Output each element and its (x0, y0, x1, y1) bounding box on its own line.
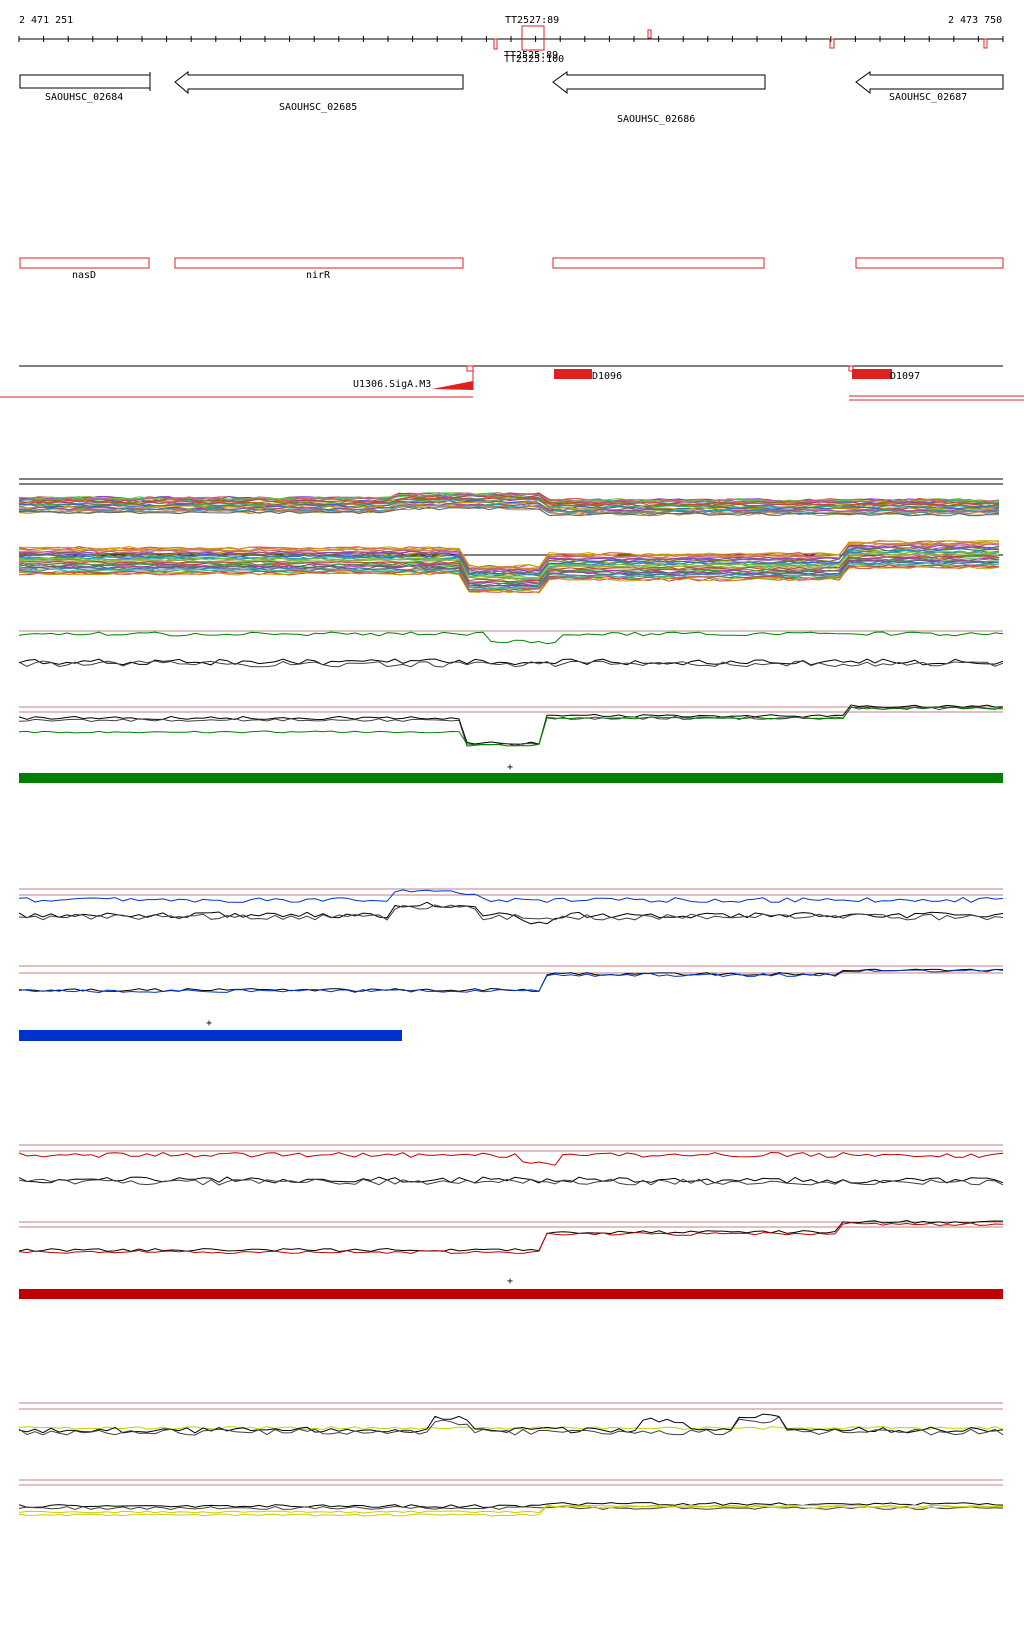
red-gene-track: nasD nirR (19, 257, 1004, 281)
ruler-overlap-label-b: TT2525:100 (504, 54, 564, 65)
profile-line (18, 1219, 1004, 1253)
profile-line (18, 1413, 1004, 1434)
red-segment-bar[interactable] (19, 1289, 1003, 1299)
bundle-line (18, 551, 1000, 579)
profile-line (18, 658, 1004, 666)
bundle-line (18, 557, 1000, 586)
gene-label: SAOUHSC_02687 (889, 92, 967, 103)
bundle-line (18, 565, 1000, 594)
bundle-line (18, 506, 1000, 517)
bundle-line (18, 496, 1000, 506)
profile-line (18, 904, 1004, 921)
bundle-line (18, 491, 1000, 503)
red-gene-box[interactable] (552, 257, 765, 269)
ruler-ticks (18, 36, 1004, 42)
ruler-marker-box (521, 25, 545, 51)
green-section: + (18, 630, 1004, 783)
bundle-line (18, 493, 1000, 504)
bundle-line (18, 565, 1000, 593)
profile-line (18, 1151, 1004, 1166)
feature-marker (466, 365, 474, 372)
profile-line (18, 704, 1004, 745)
blue-segment-marker: + (206, 1018, 212, 1029)
profile-line (18, 1222, 1004, 1255)
profile-line (18, 1178, 1004, 1186)
red-section: + (18, 1144, 1004, 1299)
blue-profiles (18, 889, 1004, 994)
bundle-line (18, 553, 1000, 581)
red-profiles (18, 1151, 1004, 1255)
gene-saouhsc-02686[interactable]: SAOUHSC_02686 (552, 71, 766, 125)
ruler-center-label: TT2527:89 (505, 15, 559, 26)
green-segment-marker: + (507, 762, 513, 773)
red-gene-nasd[interactable] (19, 257, 150, 269)
red-gene-nirr[interactable] (174, 257, 464, 269)
profile-line (18, 1505, 1004, 1511)
promoter-triangle[interactable] (432, 381, 473, 390)
gene-label: SAOUHSC_02684 (45, 92, 123, 103)
gene-saouhsc-02687[interactable]: SAOUHSC_02687 (855, 71, 1004, 103)
profile-line (18, 889, 1004, 903)
bundle-line (18, 560, 1000, 589)
gene-saouhsc-02684[interactable]: SAOUHSC_02684 (19, 72, 151, 103)
bundle-line (18, 501, 1000, 512)
blue-segment-bar[interactable] (19, 1030, 402, 1041)
red-segment-marker: + (507, 1276, 513, 1287)
feature-d1096[interactable] (554, 369, 592, 379)
red-gene-box[interactable] (855, 257, 1004, 269)
ruler-marker (829, 38, 835, 49)
red-gene-label: nasD (72, 270, 96, 281)
ruler-marker (983, 38, 988, 49)
profile-bundle (18, 478, 1003, 594)
gene-track: SAOUHSC_02684 SAOUHSC_02685 SAOUHSC_0268… (19, 70, 1004, 125)
bundle-line (18, 498, 999, 509)
bundle-line (19, 554, 1000, 583)
gene-label: SAOUHSC_02685 (279, 102, 357, 113)
feature-marker (848, 365, 854, 372)
profile-line (18, 631, 1004, 645)
profile-line (18, 660, 1004, 668)
profile-line (18, 968, 1004, 994)
gene-saouhsc-02685[interactable]: SAOUHSC_02685 (174, 70, 464, 113)
feature-d1097[interactable] (852, 369, 892, 379)
profile-line (18, 1416, 1004, 1436)
blue-section: + (18, 888, 1004, 1041)
yellow-profiles (18, 1413, 1004, 1517)
ruler-overlap-label-a: TT2525:89 (504, 50, 558, 61)
d1097-label: D1097 (890, 371, 920, 382)
ruler-marker (647, 29, 652, 39)
profile-line (18, 901, 1004, 925)
profile-line (18, 1176, 1004, 1184)
bundle-line (18, 543, 1000, 571)
feature-track: U1306.SigA.M3 D1096 D1097 (0, 365, 1024, 401)
yellow-section (18, 1402, 1004, 1517)
ruler-end-label: 2 473 750 (948, 15, 1002, 26)
green-profiles (18, 631, 1004, 747)
profile-line (18, 1425, 1004, 1431)
green-segment-bar[interactable] (19, 773, 1003, 783)
promoter-label: U1306.SigA.M3 (353, 379, 431, 390)
ruler-marker (493, 38, 498, 50)
ruler: 2 471 251 TT2527:89 2 473 750 TT2525:89 … (18, 15, 1004, 65)
ruler-start-label: 2 471 251 (19, 15, 73, 26)
profile-line (18, 1504, 1004, 1514)
profile-line (18, 1505, 1004, 1517)
d1096-label: D1096 (592, 371, 622, 382)
profile-line (18, 706, 1004, 747)
profile-line (18, 1502, 1004, 1509)
gene-label: SAOUHSC_02686 (617, 114, 695, 125)
bundle-line (18, 541, 1000, 570)
profile-line (18, 706, 1004, 747)
red-gene-label: nirR (306, 270, 331, 281)
bundle-line (18, 546, 1000, 575)
